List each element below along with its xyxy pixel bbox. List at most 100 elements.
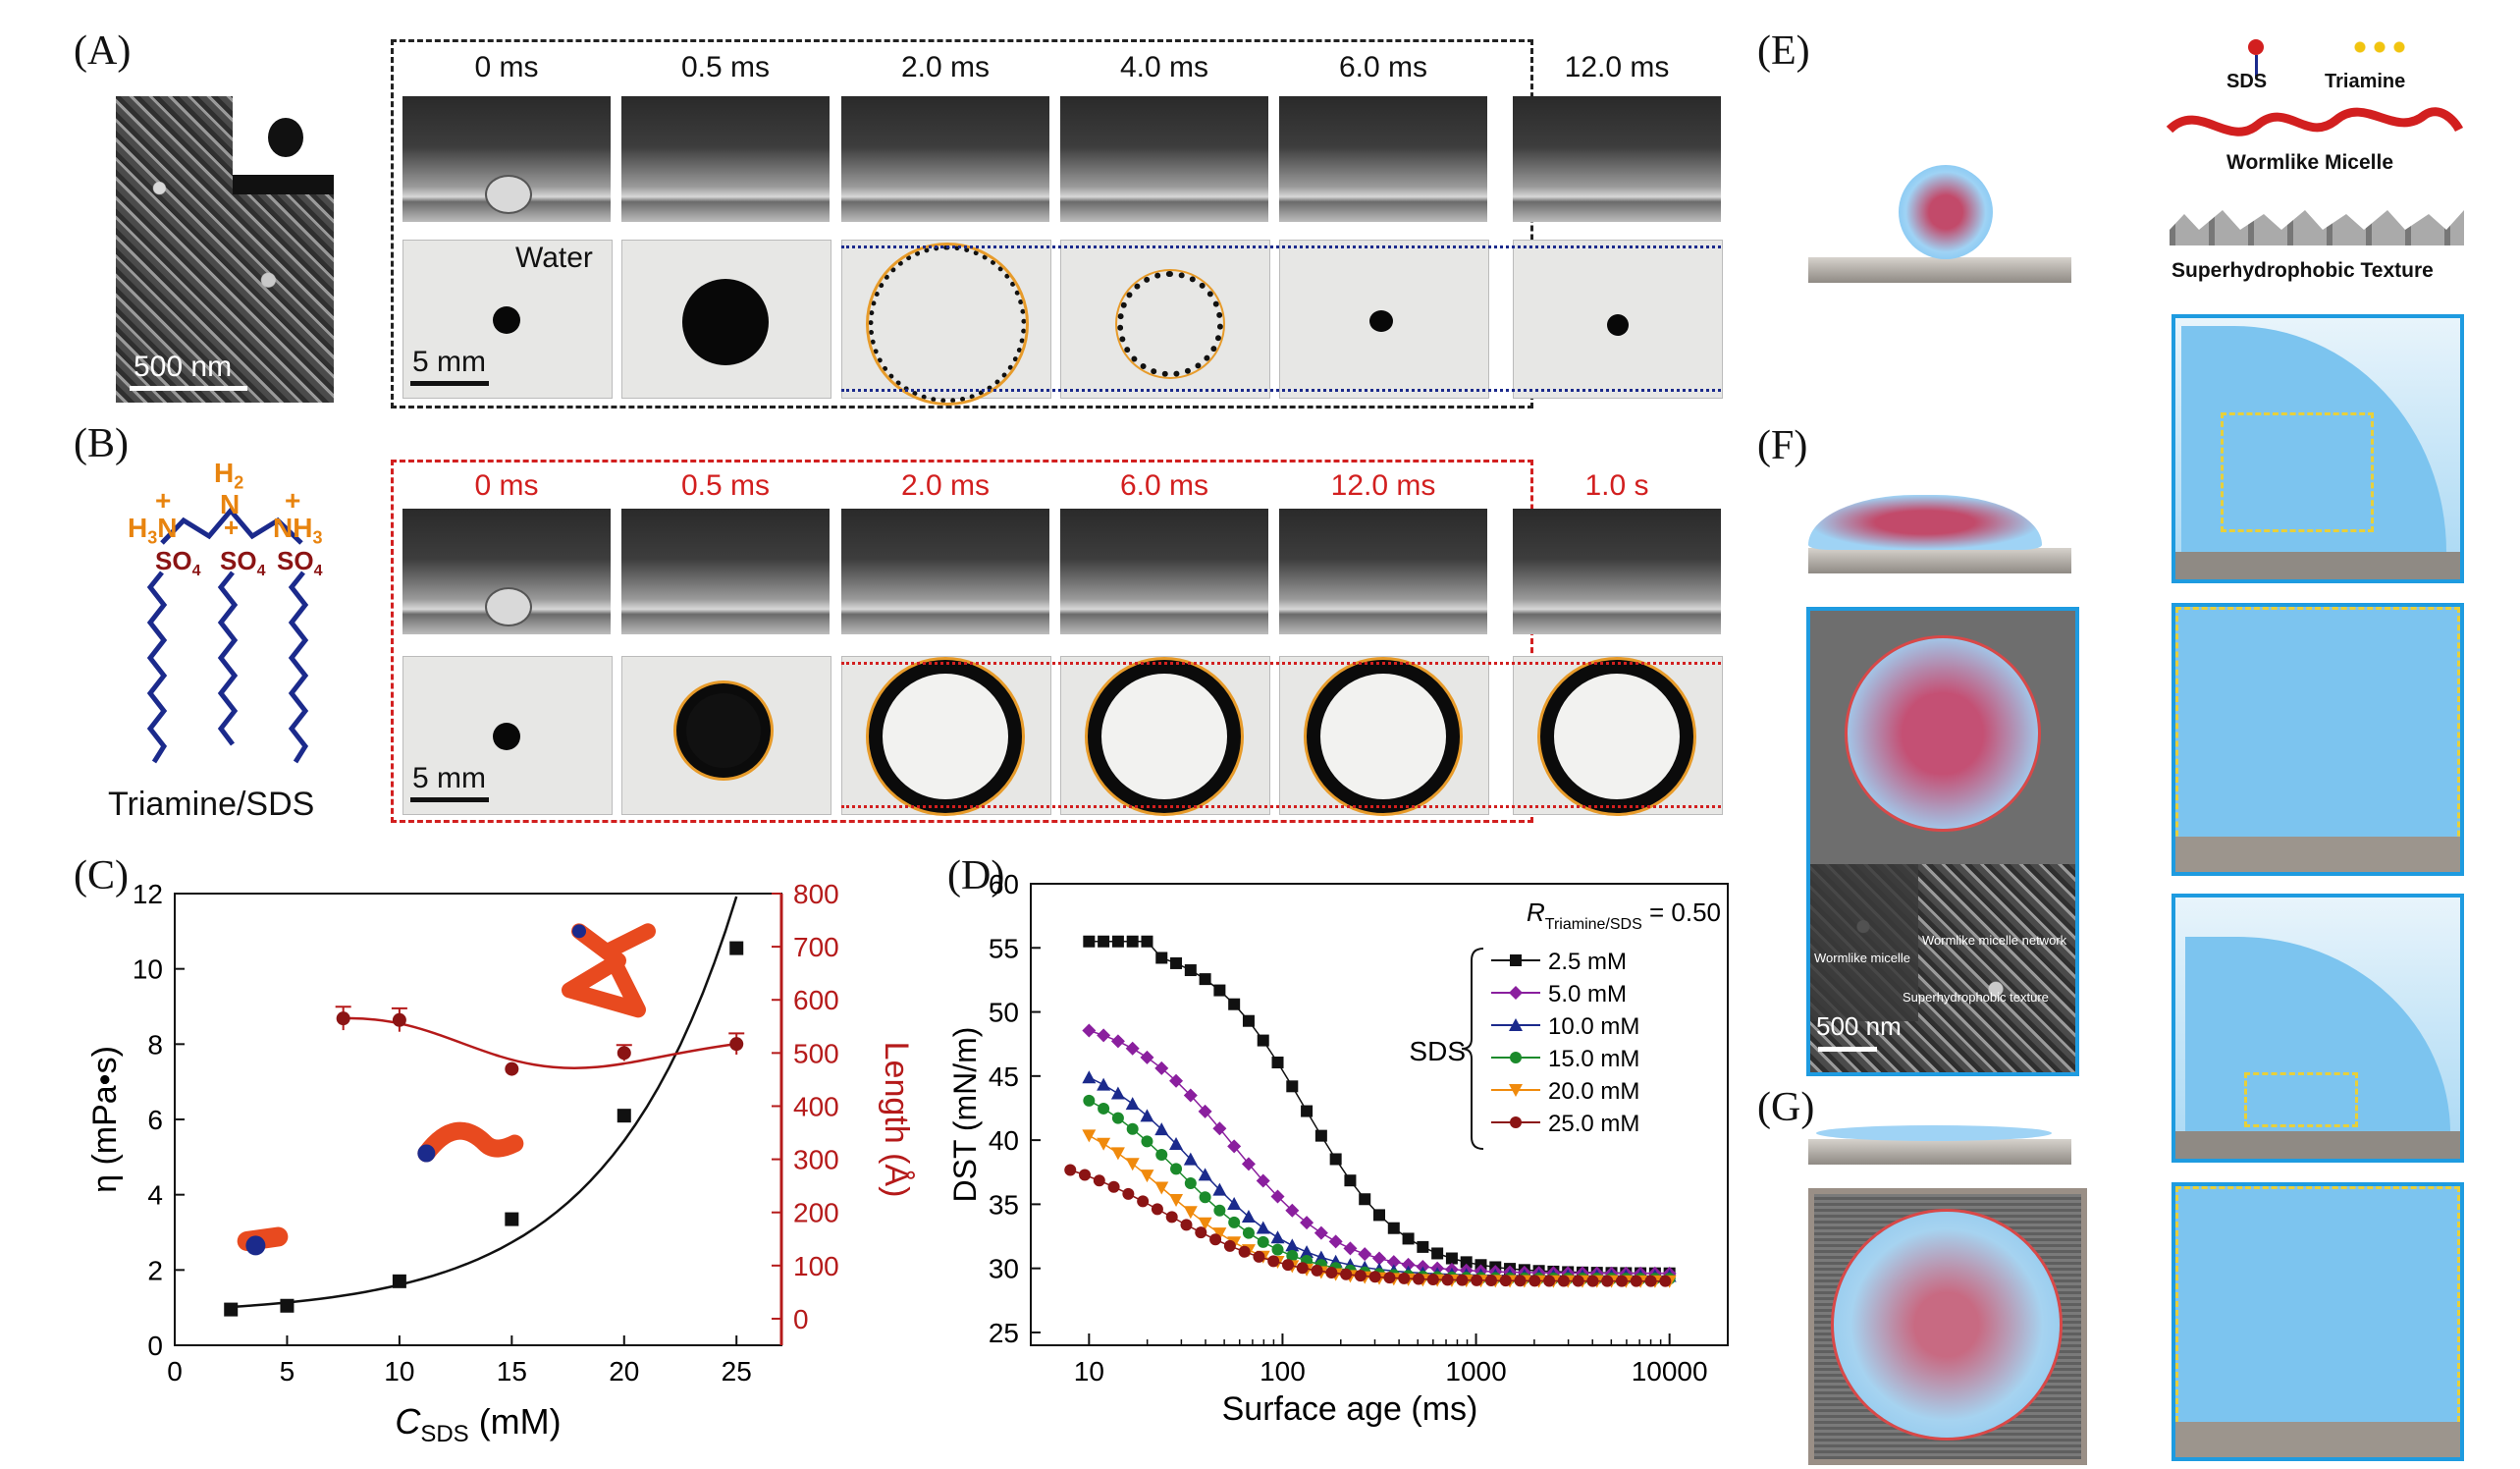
d-point [1198, 1168, 1212, 1181]
d-point [1107, 1180, 1120, 1193]
d-point [1630, 1275, 1642, 1287]
d-point [1456, 1274, 1469, 1286]
d-point [1064, 1164, 1077, 1176]
d-point [1140, 1170, 1154, 1183]
panel_a-side-view-3 [1060, 96, 1268, 222]
zoom-box-g-bottom [2171, 1182, 2464, 1461]
d-point [1140, 1050, 1154, 1064]
panel_b-time-4: 12.0 ms [1330, 469, 1436, 502]
c-micelle-long [562, 923, 656, 1018]
c-micelle-medium-cap [417, 1144, 436, 1163]
c-micelle-medium [417, 1121, 524, 1163]
panel_b-time-5: 1.0 s [1584, 469, 1649, 502]
d-legend-label: 20.0 mM [1548, 1078, 1639, 1105]
d-point [1271, 1243, 1284, 1256]
d-series-1 [1082, 1023, 1677, 1280]
c-length-point [617, 1046, 631, 1061]
d-point [1110, 1034, 1125, 1049]
d-point [1484, 1275, 1497, 1287]
d-point [1227, 1139, 1242, 1154]
inset-network-label: Wormlike micelle network [1922, 933, 2067, 948]
d-point [1557, 1275, 1570, 1287]
d-legend-sub: Triamine/SDS [1545, 916, 1642, 933]
wormlike-micelle-icon [2166, 107, 2464, 136]
d-point [1198, 1104, 1212, 1118]
c-xlabel: CSDS (mM) [395, 1401, 561, 1447]
d-point [1426, 1273, 1439, 1285]
panel_b-side-view-4 [1279, 509, 1487, 634]
chart-c: 0 5 10 15 20 25 0 2 4 6 8 10 12 0 100 200 300 400 500 600 70… [86, 879, 915, 1447]
d-point [1169, 1136, 1184, 1150]
d-point [1285, 1238, 1300, 1252]
panel_b-guide-bottom [841, 805, 1721, 808]
d-ytick-label: 35 [989, 1189, 1019, 1220]
d-point [1212, 1121, 1227, 1136]
d-point [1213, 984, 1226, 997]
c-eta-point [617, 1109, 631, 1123]
d-point [1079, 1169, 1092, 1181]
panel_b-side-view-5 [1513, 509, 1721, 634]
c-length-point [729, 1037, 744, 1052]
d-point [1097, 1028, 1111, 1043]
c-xtick-label: 25 [722, 1356, 752, 1387]
d-point [1199, 1191, 1211, 1204]
d-point [1659, 1275, 1672, 1287]
sem-scale-bar [130, 386, 247, 391]
d-point [1267, 1255, 1280, 1268]
zoom-box-f-bottom [2171, 603, 2464, 876]
panel_a-side-view-5 [1513, 96, 1721, 222]
d-point [1155, 952, 1168, 964]
d-point [1212, 1227, 1227, 1241]
panel_a-time-5: 12.0 ms [1564, 51, 1670, 83]
panel_a-side-view-1 [621, 96, 830, 222]
d-xtick-label: 1000 [1445, 1356, 1506, 1387]
d-point [1183, 1206, 1198, 1220]
c-y2tick-label: 300 [793, 1145, 839, 1175]
panel_b-scale-label: 5 mm [412, 762, 486, 794]
c-xlabel-sub: SDS [420, 1421, 468, 1447]
d-point [1126, 935, 1139, 948]
d-point [1314, 1129, 1327, 1142]
c-length-point [336, 1011, 350, 1026]
d-point [1401, 1257, 1416, 1272]
d-point [1387, 1222, 1400, 1234]
d-point [1572, 1275, 1584, 1287]
d-point [1122, 1187, 1135, 1200]
molecule-plus-3: + [285, 485, 301, 516]
panel-label-a: (A) [74, 28, 132, 74]
d-point [1125, 1158, 1140, 1171]
c-y2tick-label: 800 [793, 879, 839, 909]
c-y2tick-label: 400 [793, 1091, 839, 1121]
d-point [1300, 1216, 1314, 1230]
zoom-box-g-top [2171, 894, 2464, 1163]
panel-label-c: (C) [74, 853, 129, 898]
d-ytick-label: 55 [989, 933, 1019, 963]
substrate-g [1808, 1139, 2071, 1165]
d-point [1098, 935, 1110, 948]
d-ylabel: DST (mN/m) [947, 1027, 983, 1203]
d-xtick-label: 100 [1260, 1356, 1306, 1387]
d-point [1082, 1129, 1097, 1143]
d-point [1460, 1256, 1473, 1269]
c-y2tick-label: 700 [793, 932, 839, 962]
top-view-g [1808, 1188, 2087, 1465]
d-point [1242, 1226, 1255, 1239]
d-point [1125, 1097, 1140, 1111]
d-point [1125, 1041, 1140, 1056]
d-point [1368, 1271, 1381, 1283]
d-ytick-label: 25 [989, 1318, 1019, 1348]
substrate-f [1808, 548, 2071, 573]
d-xlabel: Surface age (ms) [1222, 1390, 1478, 1428]
d-legend-label: 2.5 mM [1548, 949, 1627, 975]
panel_b-time-3: 6.0 ms [1119, 469, 1209, 502]
frame-a [391, 39, 1533, 408]
panel_a-drop-1 [682, 279, 769, 365]
c-eta-point [280, 1298, 295, 1313]
c-ytick-label: 4 [147, 1180, 163, 1211]
panel-label-b: (B) [74, 421, 129, 466]
d-point [1238, 1245, 1251, 1258]
c-ylabel: η (mPa•s) [86, 1046, 124, 1193]
panel_a-guide-bottom [841, 389, 1721, 392]
panel_a-time-4: 6.0 ms [1338, 51, 1428, 83]
d-point [1169, 1073, 1184, 1088]
